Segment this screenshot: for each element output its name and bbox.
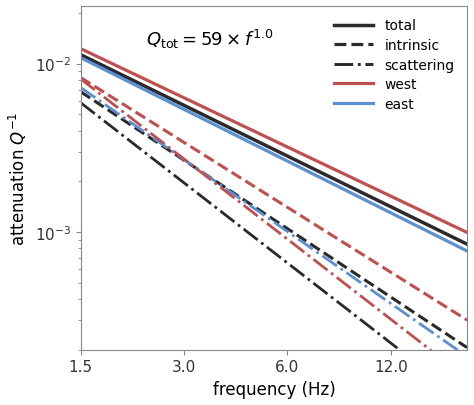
- X-axis label: frequency (Hz): frequency (Hz): [212, 380, 335, 398]
- Legend: total, intrinsic, scattering, west, east: total, intrinsic, scattering, west, east: [329, 14, 460, 117]
- Y-axis label: attenuation $Q^{-1}$: attenuation $Q^{-1}$: [7, 111, 29, 245]
- Text: $Q_{\mathrm{tot}} = 59 \times f^{1.0}$: $Q_{\mathrm{tot}} = 59 \times f^{1.0}$: [146, 28, 273, 51]
